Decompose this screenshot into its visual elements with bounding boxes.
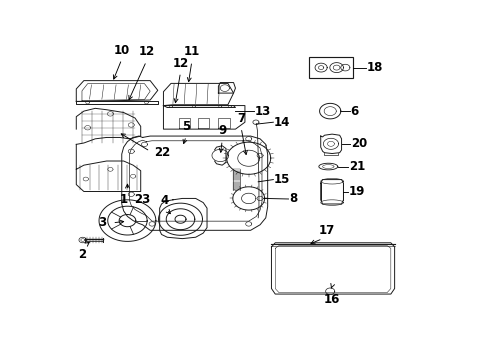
Text: 6: 6 bbox=[350, 105, 358, 118]
Text: 4: 4 bbox=[160, 194, 168, 207]
Text: 15: 15 bbox=[274, 173, 290, 186]
Text: 3: 3 bbox=[98, 216, 105, 229]
Bar bbox=[309, 57, 352, 78]
Text: 18: 18 bbox=[366, 61, 383, 74]
Text: 10: 10 bbox=[113, 44, 130, 57]
Text: 16: 16 bbox=[323, 293, 340, 306]
Text: 12: 12 bbox=[138, 45, 154, 58]
Text: 9: 9 bbox=[218, 125, 226, 138]
Text: 13: 13 bbox=[255, 105, 271, 118]
Text: 8: 8 bbox=[289, 193, 297, 206]
Text: 7: 7 bbox=[237, 112, 244, 125]
Text: 11: 11 bbox=[183, 45, 200, 58]
Text: 20: 20 bbox=[350, 137, 366, 150]
Text: 5: 5 bbox=[182, 120, 190, 133]
Text: 14: 14 bbox=[274, 116, 290, 129]
Text: 1: 1 bbox=[120, 193, 127, 206]
Text: 21: 21 bbox=[348, 160, 365, 173]
Text: 12: 12 bbox=[172, 57, 188, 69]
Text: 19: 19 bbox=[348, 185, 365, 198]
Text: 23: 23 bbox=[134, 193, 150, 206]
Text: 2: 2 bbox=[78, 248, 86, 261]
Text: 22: 22 bbox=[154, 146, 170, 159]
Text: 17: 17 bbox=[318, 224, 334, 237]
